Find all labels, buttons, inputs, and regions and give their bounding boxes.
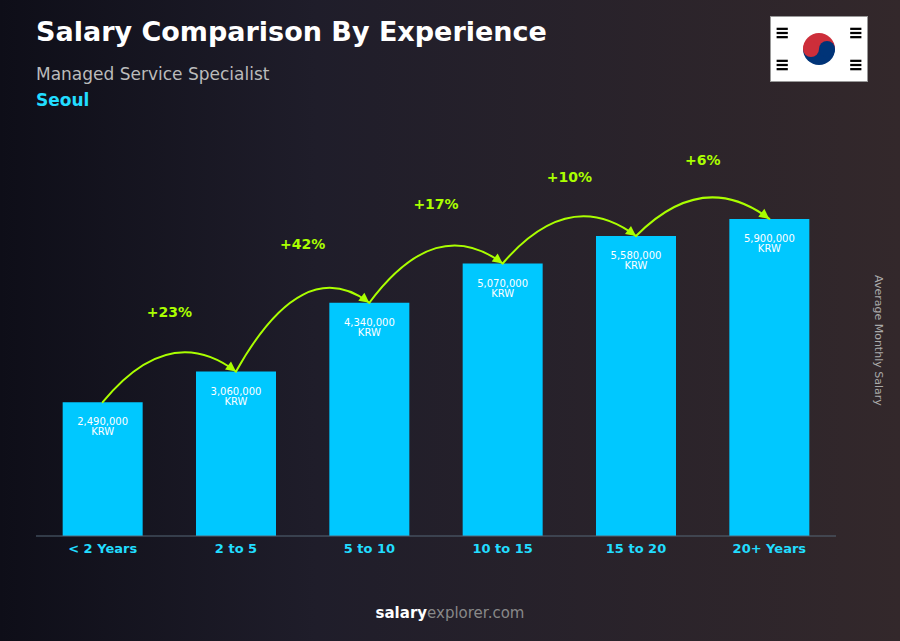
svg-text:10 to 15: 10 to 15 <box>472 541 532 556</box>
html-text:Managed Service Specialist: Managed Service Specialist <box>36 64 270 84</box>
svg-text:+6%: +6% <box>685 152 721 168</box>
svg-text:2 to 5: 2 to 5 <box>215 541 257 556</box>
svg-text:+42%: +42% <box>280 236 325 252</box>
html-text:Seoul: Seoul <box>36 90 90 110</box>
html-text:salary explorer.com: salary explorer.com <box>375 604 525 622</box>
svg-text:20+ Years: 20+ Years <box>733 541 807 556</box>
svg-text:+23%: +23% <box>147 304 192 320</box>
svg-text:4,340,000KRW: 4,340,000KRW <box>344 317 395 338</box>
svg-text:3,060,000KRW: 3,060,000KRW <box>211 386 262 407</box>
html-text:Average Monthly Salary: Average Monthly Salary <box>872 274 885 406</box>
svg-text:5 to 10: 5 to 10 <box>344 541 395 556</box>
svg-text:5,580,000KRW: 5,580,000KRW <box>611 250 662 271</box>
svg-text:5,900,000KRW: 5,900,000KRW <box>744 233 795 254</box>
svg-text:2,490,000KRW: 2,490,000KRW <box>77 416 128 437</box>
svg-text:< 2 Years: < 2 Years <box>68 541 137 556</box>
svg-text:+17%: +17% <box>413 196 458 212</box>
svg-text:5,070,000KRW: 5,070,000KRW <box>477 278 528 299</box>
svg-text:15 to 20: 15 to 20 <box>606 541 666 556</box>
svg-text:+10%: +10% <box>547 169 592 185</box>
html-text:Salary Comparison By Experienc: Salary Comparison By Experience <box>36 16 547 47</box>
